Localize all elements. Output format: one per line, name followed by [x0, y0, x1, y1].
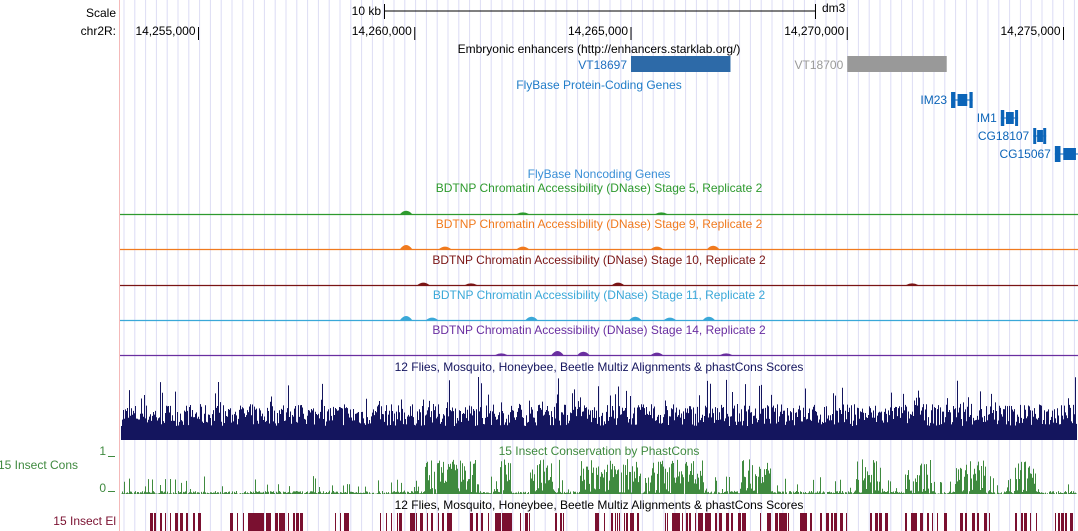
elements-side-label[interactable]: 15 Insect El [53, 514, 116, 528]
dnase-peak [464, 283, 477, 285]
gene-item[interactable]: CG15067 [999, 146, 1078, 162]
elements-bars [150, 513, 1073, 531]
dnase-track-title: BDTNP Chromatin Accessibility (DNase) St… [432, 323, 766, 337]
gene-exon [1033, 128, 1037, 144]
genes-track[interactable]: FlyBase Protein-Coding Genes IM23IM2IM1C… [516, 78, 1078, 162]
dnase-track-title: BDTNP Chromatin Accessibility (DNase) St… [433, 288, 766, 302]
phastcons-track-title: 15 Insect Conservation by PhastCons [499, 444, 700, 458]
conserved-elements [150, 513, 1073, 531]
gene-exon [1063, 148, 1076, 160]
enhancer-block [847, 56, 947, 72]
assembly-label: dm3 [822, 1, 846, 15]
dnase-peak [400, 316, 413, 320]
dnase-track-title: BDTNP Chromatin Accessibility (DNase) St… [436, 181, 763, 195]
dnase-peak [516, 212, 529, 214]
enhancer-label: VT18697 [578, 58, 627, 72]
gene-exon [957, 94, 968, 106]
dnase-peak [577, 351, 590, 355]
ruler-tick-label: 14,255,000 [135, 24, 195, 38]
scale-label: Scale [86, 6, 116, 20]
elements-track-title: 12 Flies, Mosquito, Honeybee, Beetle Mul… [395, 498, 804, 512]
enhancer-item[interactable]: VT18700 [795, 56, 947, 72]
phastcons-axis-min: 0 [99, 481, 106, 495]
enhancer-item[interactable]: VT18697 [578, 56, 731, 72]
scale-bar: 10 kb dm3 [352, 1, 846, 19]
gene-exon [1005, 112, 1014, 124]
dnase-peak [612, 282, 625, 285]
multiz-track[interactable]: 12 Flies, Mosquito, Honeybee, Beetle Mul… [121, 360, 1077, 440]
ruler-tick-label: 14,260,000 [352, 24, 412, 38]
dnase-peak [650, 352, 663, 355]
dnase-track[interactable]: BDTNP Chromatin Accessibility (DNase) St… [120, 253, 1078, 287]
phastcons-axis-max: 1 [99, 444, 106, 458]
dnase-peak [629, 316, 642, 320]
dnase-track[interactable]: BDTNP Chromatin Accessibility (DNase) St… [120, 288, 1078, 322]
dnase-track-title: BDTNP Chromatin Accessibility (DNase) St… [432, 253, 766, 267]
phastcons-track[interactable]: 15 Insect Conservation by PhastCons 15 I… [0, 444, 1077, 495]
dnase-peak [655, 212, 668, 214]
dnase-peak [702, 316, 715, 320]
gene-items[interactable]: IM23IM2IM1CG18107CG15067 [920, 92, 1078, 162]
chrom-label: chr2R: [81, 24, 116, 38]
ruler-tick-label: 14,265,000 [568, 24, 628, 38]
gene-exon [969, 92, 973, 108]
dnase-peak [495, 353, 508, 355]
dnase-track[interactable]: BDTNP Chromatin Accessibility (DNase) St… [120, 323, 1078, 357]
gene-label: IM1 [977, 111, 997, 125]
dnase-peak [707, 245, 720, 249]
dnase-peak [426, 317, 439, 320]
ruler-tick-label: 14,270,000 [784, 24, 844, 38]
noncoding-track-title: FlyBase Noncoding Genes [528, 167, 671, 181]
dnase-peak [551, 351, 564, 355]
gene-exon [951, 92, 956, 108]
dnase-tracks[interactable]: BDTNP Chromatin Accessibility (DNase) St… [120, 181, 1078, 357]
enhancer-label: VT18700 [795, 58, 844, 72]
gene-item[interactable]: IM1 [977, 110, 1019, 126]
dnase-peak [400, 245, 413, 249]
genes-track-title: FlyBase Protein-Coding Genes [516, 78, 681, 92]
gene-exon [1043, 128, 1047, 144]
gene-label: CG15067 [999, 147, 1051, 161]
guide-lines [123, 0, 1075, 531]
phastcons-bars [121, 459, 1077, 494]
ruler-tick-label: 14,275,000 [1000, 24, 1060, 38]
dnase-peak [650, 246, 663, 249]
gene-exon [1000, 110, 1005, 126]
dnase-peak [906, 283, 919, 285]
dnase-peak [417, 282, 430, 285]
enhancer-items[interactable]: VT18697 VT18700 [578, 56, 947, 72]
enhancers-track-title: Embryonic enhancers (http://enhancers.st… [458, 42, 741, 56]
dnase-track[interactable]: BDTNP Chromatin Accessibility (DNase) St… [120, 217, 1078, 251]
dnase-peak [516, 246, 529, 249]
dnase-track[interactable]: BDTNP Chromatin Accessibility (DNase) St… [120, 181, 1078, 216]
dnase-peak [720, 353, 733, 355]
dnase-peak [525, 316, 538, 320]
enhancer-block [631, 56, 731, 72]
multiz-bars [121, 377, 1077, 440]
gene-exon [1015, 110, 1019, 126]
multiz-track-title: 12 Flies, Mosquito, Honeybee, Beetle Mul… [395, 360, 804, 374]
ruler-ticks: 14,255,000 14,260,000 14,265,000 14,270,000… [135, 24, 1064, 40]
dnase-peak [400, 210, 413, 214]
phastcons-signal [121, 459, 1077, 494]
scale-bar-label: 10 kb [352, 4, 382, 18]
multiz-signal [121, 377, 1077, 440]
gene-item[interactable]: IM23 [920, 92, 973, 108]
gene-exon [1037, 130, 1043, 142]
elements-track[interactable]: 12 Flies, Mosquito, Honeybee, Beetle Mul… [53, 498, 1073, 531]
gene-label: CG18107 [978, 129, 1030, 143]
gene-label: IM23 [920, 93, 947, 107]
dnase-peak [663, 317, 676, 320]
dnase-peak [439, 246, 452, 249]
gene-exon [1054, 146, 1061, 162]
ruler-track[interactable]: Scale chr2R: 10 kb dm3 14,255,000 14,260,… [81, 1, 1064, 40]
dnase-track-title: BDTNP Chromatin Accessibility (DNase) St… [436, 217, 763, 231]
gene-item[interactable]: CG18107 [978, 128, 1047, 144]
phastcons-side-label[interactable]: 15 Insect Cons [0, 458, 78, 472]
enhancers-track[interactable]: Embryonic enhancers (http://enhancers.st… [458, 42, 947, 72]
